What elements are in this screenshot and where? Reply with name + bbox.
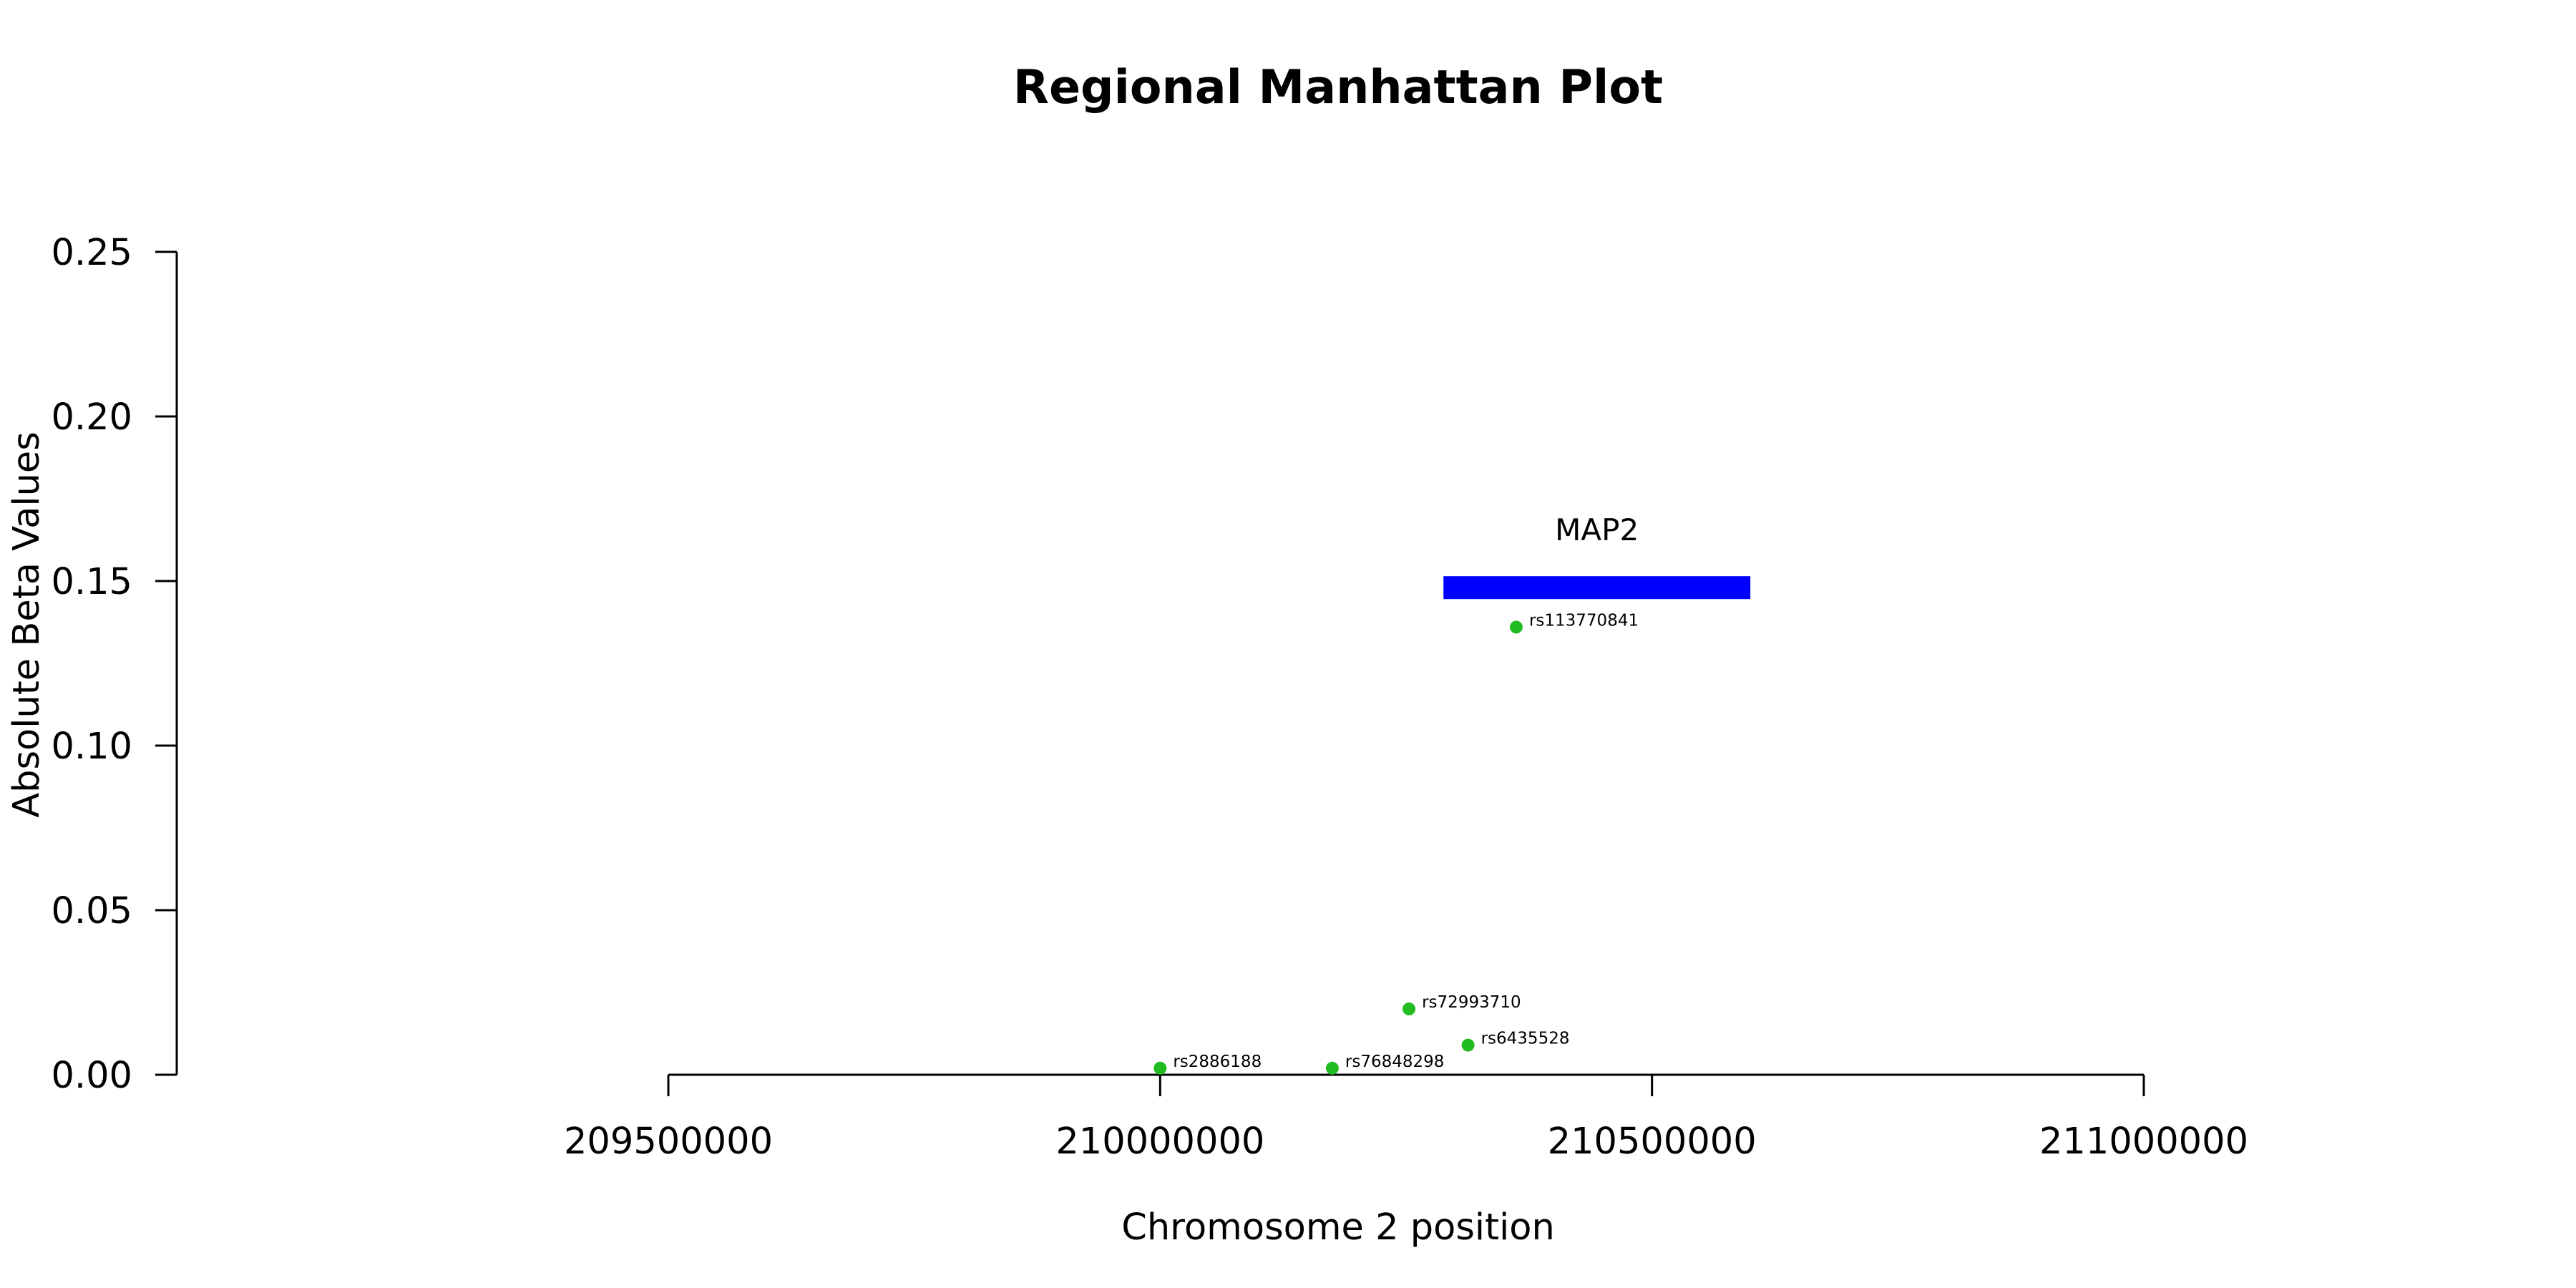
x-axis-label: Chromosome 2 position [1121, 1206, 1555, 1249]
snp-point [1509, 620, 1523, 634]
y-axis: 0.00 0.05 0.10 0.15 0.20 0.25 [51, 232, 178, 1097]
y-tick-label: 0.00 [51, 1055, 132, 1097]
snp-point-label: rs113770841 [1529, 611, 1639, 630]
snp-point-label: rs76848298 [1345, 1053, 1445, 1071]
x-tick-label: 210000000 [1055, 1121, 1264, 1163]
y-tick-label: 0.10 [51, 726, 132, 768]
snp-point-label: rs6435528 [1481, 1030, 1570, 1048]
x-tick-label: 210500000 [1548, 1121, 1757, 1163]
snp-point [1153, 1061, 1167, 1075]
gene-bar-map2 [1443, 576, 1751, 600]
y-tick-label: 0.25 [51, 232, 132, 274]
y-axis-label: Absolute Beta Values [6, 431, 48, 818]
y-tick-label: 0.05 [51, 890, 132, 932]
x-tick-label: 209500000 [564, 1121, 773, 1163]
gene-track: MAP2 [1443, 512, 1751, 600]
x-axis: 209500000 210000000 210500000 211000000 [564, 1073, 2248, 1163]
chart-title: Regional Manhattan Plot [1013, 61, 1663, 114]
snp-point-label: rs2886188 [1173, 1053, 1262, 1071]
snp-point [1325, 1061, 1339, 1075]
snp-point-label: rs72993710 [1422, 993, 1521, 1012]
snp-point [1402, 1002, 1416, 1015]
snp-point [1461, 1038, 1475, 1052]
x-tick-label: 211000000 [2039, 1121, 2248, 1163]
gene-label: MAP2 [1555, 512, 1639, 547]
snp-points: rs2886188 rs76848298 rs72993710 rs6435528 rs… [1153, 611, 1639, 1075]
y-tick-label: 0.15 [51, 561, 132, 603]
y-tick-label: 0.20 [51, 396, 132, 439]
